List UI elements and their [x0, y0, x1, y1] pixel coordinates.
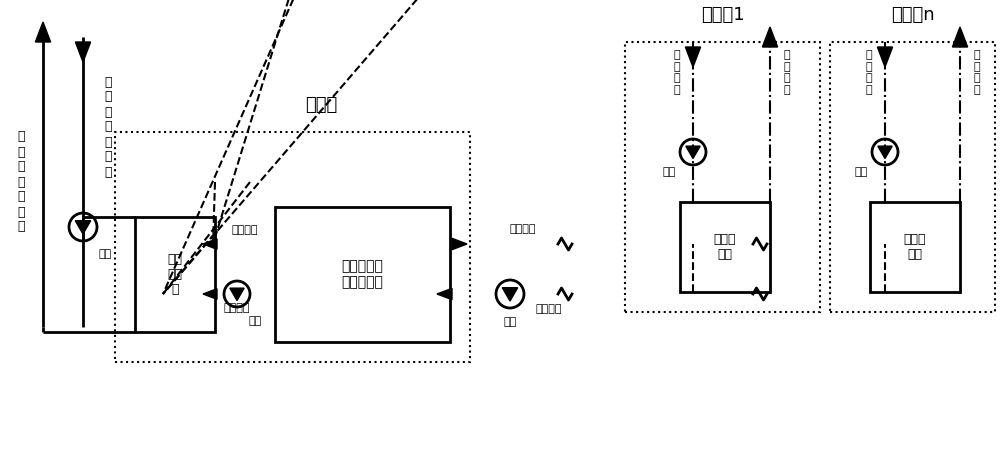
Polygon shape: [75, 42, 91, 62]
Text: 二
次
供
水: 二 次 供 水: [783, 50, 790, 95]
Polygon shape: [762, 27, 778, 47]
Text: 水泵: 水泵: [503, 317, 517, 327]
Text: 一次供水: 一次供水: [510, 224, 536, 234]
Text: 水泵: 水泵: [248, 316, 262, 326]
Bar: [680, 202, 770, 292]
Polygon shape: [203, 239, 217, 250]
Text: 水水
换热
器: 水水 换热 器: [168, 253, 182, 296]
Text: 废
热
或
地
热
回
水: 废 热 或 地 热 回 水: [17, 131, 25, 234]
Polygon shape: [452, 238, 467, 250]
Bar: [870, 202, 960, 292]
Text: 水泵: 水泵: [98, 249, 112, 259]
Polygon shape: [952, 27, 968, 47]
Text: 水水换
热器: 水水换 热器: [714, 233, 736, 261]
Polygon shape: [502, 288, 518, 301]
Bar: [135, 217, 215, 332]
Text: 二
次
回
水: 二 次 回 水: [673, 50, 680, 95]
Text: 升温型吸收
式换热机组: 升温型吸收 式换热机组: [342, 260, 383, 290]
Polygon shape: [75, 221, 91, 234]
Polygon shape: [437, 288, 452, 300]
Text: 水泵: 水泵: [663, 167, 676, 177]
Text: 水水换
热器: 水水换 热器: [904, 233, 926, 261]
Polygon shape: [203, 289, 217, 299]
Text: 一次回水: 一次回水: [535, 304, 562, 314]
Text: 二
次
回
水: 二 次 回 水: [865, 50, 872, 95]
Bar: [625, 42, 820, 312]
Polygon shape: [878, 146, 892, 159]
Polygon shape: [230, 288, 244, 301]
Text: 废
热
或
地
热
供
水: 废 热 或 地 热 供 水: [104, 75, 112, 179]
Text: 三次回水: 三次回水: [224, 303, 250, 313]
Text: 水泵: 水泵: [855, 167, 868, 177]
Polygon shape: [685, 47, 701, 67]
Bar: [830, 42, 995, 312]
Text: 热源站: 热源站: [305, 96, 337, 114]
Bar: [115, 132, 470, 362]
Polygon shape: [35, 22, 51, 42]
Bar: [275, 207, 450, 342]
Text: 三次供水: 三次供水: [232, 225, 258, 235]
Polygon shape: [877, 47, 893, 67]
Text: 热力站1: 热力站1: [701, 6, 744, 24]
Text: 二
次
供
水: 二 次 供 水: [973, 50, 980, 95]
Polygon shape: [686, 146, 700, 159]
Text: 热力站n: 热力站n: [891, 6, 934, 24]
